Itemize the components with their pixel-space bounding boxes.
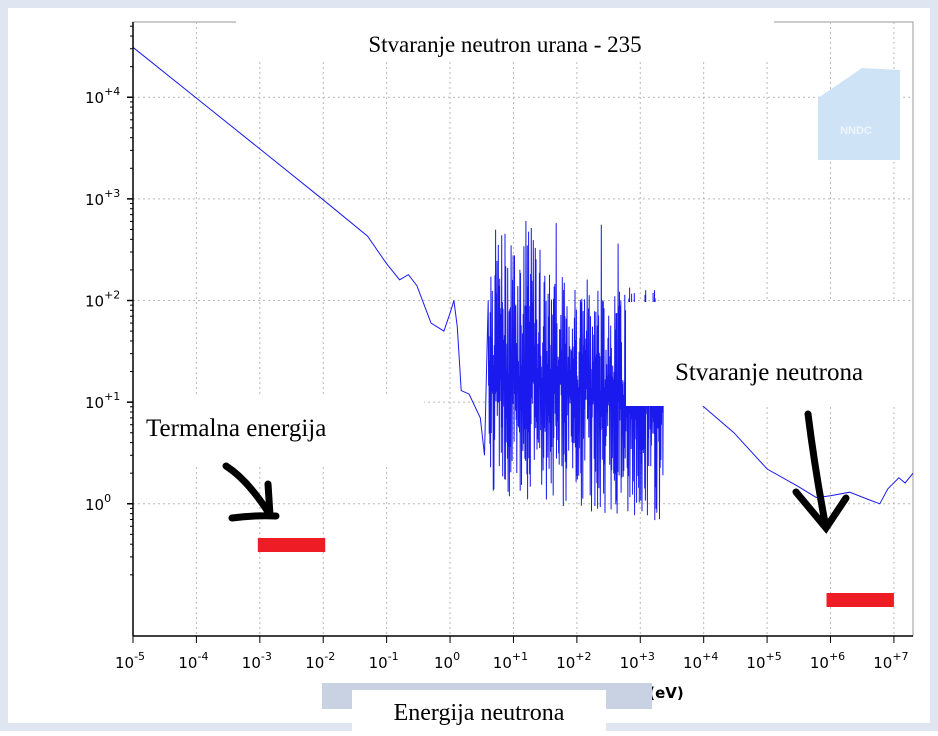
thermal-energy-label: Termalna energija (134, 394, 424, 464)
x-tick-label: 10+2 (556, 650, 591, 672)
x-tick-label: 10-2 (305, 650, 335, 672)
thermal-range-marker (257, 538, 326, 552)
x-tick-label: 10+1 (493, 650, 528, 672)
x-axis-title: Energija neutrona (352, 690, 606, 731)
chart-title: Stvaranje neutron urana - 235 (236, 14, 774, 62)
generation-range-marker (826, 593, 894, 607)
x-tick-label: 10+4 (683, 650, 718, 672)
x-tick-label: 10-5 (115, 650, 145, 672)
x-tick-label: 10+3 (620, 650, 655, 672)
axes: 10-5 10-4 10-3 10-2 10-1 100 10+1 10+2 10+3 10+4 1… (85, 22, 913, 672)
x-tick-label: 100 (434, 650, 460, 672)
y-tick-label: 100 (85, 492, 111, 514)
y-tick-label: 10+4 (85, 85, 120, 107)
neutron-generation-label: Stvaranje neutrona (626, 302, 912, 406)
x-tick-label: 10+6 (810, 650, 845, 672)
x-unit-label: (eV) (648, 684, 684, 702)
x-tick-label: 10-4 (178, 650, 208, 672)
x-tick-label: 10+5 (746, 650, 781, 672)
watermark-text: NNDC (840, 125, 872, 137)
x-tick-label: 10-3 (242, 650, 272, 672)
y-tick-label: 10+1 (85, 390, 120, 412)
y-tick-label: 10+2 (85, 289, 120, 311)
y-tick-label: 10+3 (85, 187, 120, 209)
nndc-logo: NNDC (818, 68, 900, 160)
x-tick-label: 10-1 (369, 650, 399, 672)
x-tick-label: 10+7 (873, 650, 908, 672)
annotation-marks (257, 538, 894, 607)
